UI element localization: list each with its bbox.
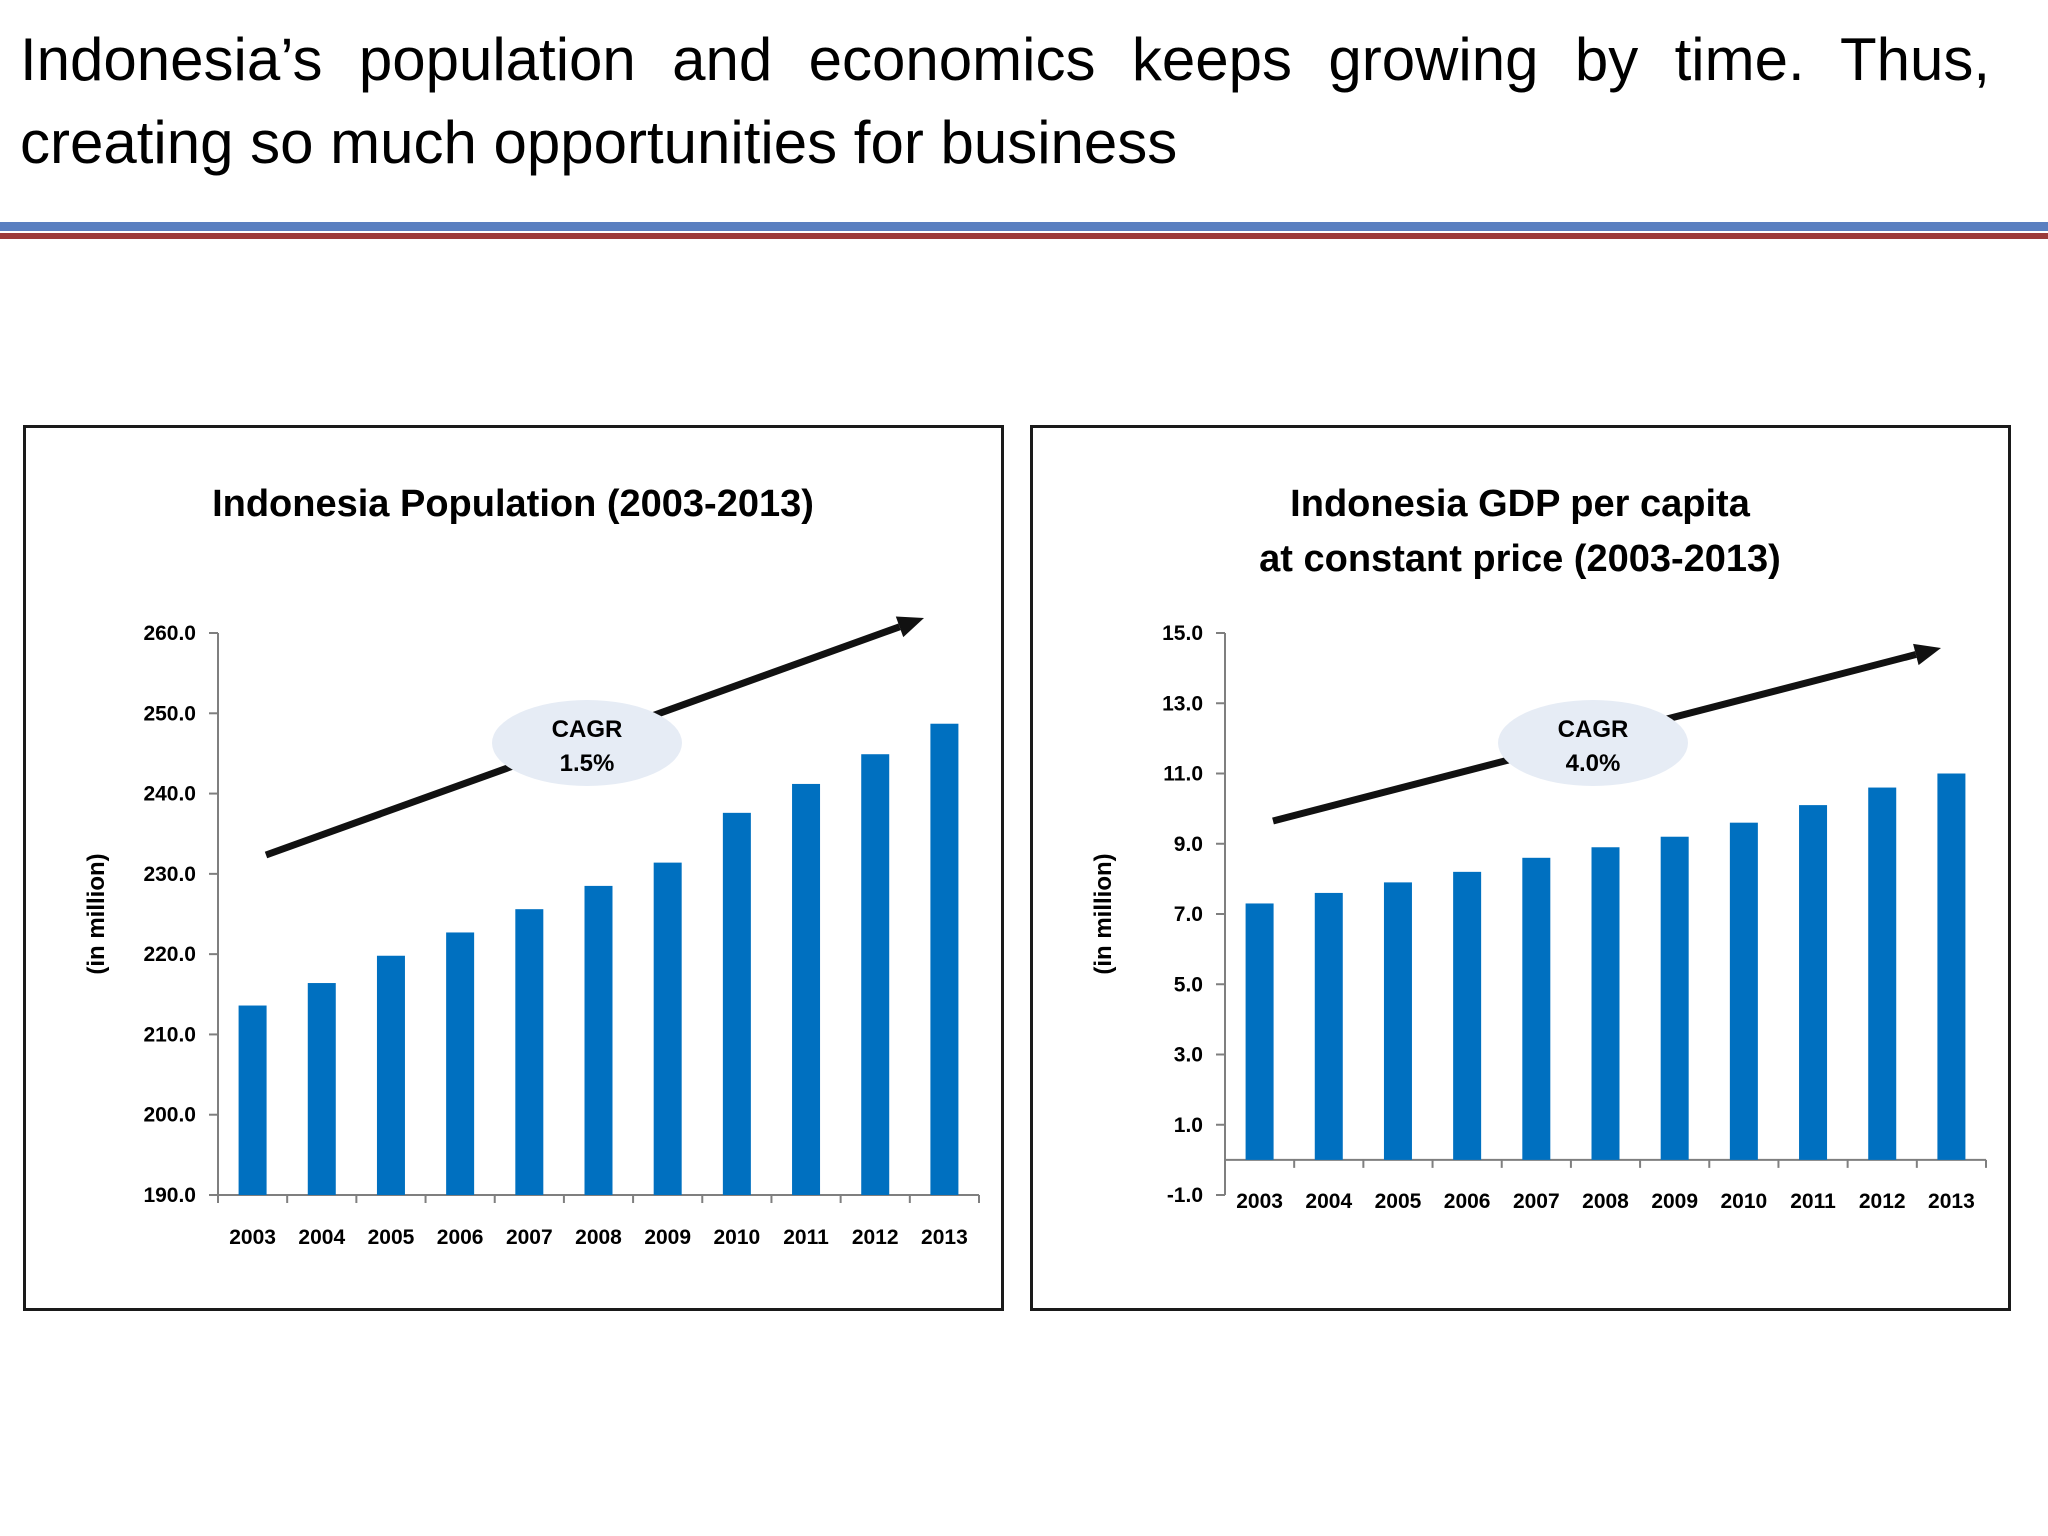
population-x-tick-label: 2012 [852,1226,899,1249]
gdp-bar-2011 [1799,805,1828,1160]
gdp-bar-2008 [1591,847,1620,1160]
population-cagr-bubble [492,700,682,786]
gdp-bar-2010 [1729,822,1758,1160]
population-y-tick-label: 260.0 [143,622,196,645]
gdp-chart-title-line-2: at constant price (2003-2013) [1259,538,1781,580]
population-cagr-label: CAGR [552,716,623,743]
population-y-tick-label: 200.0 [143,1104,196,1127]
population-bar-2005 [376,955,405,1195]
gdp-y-tick-label: 7.0 [1174,903,1203,926]
population-bar-2011 [792,783,821,1195]
gdp-y-tick-label: 3.0 [1174,1044,1203,1067]
population-y-tick-label: 190.0 [143,1184,196,1207]
population-bar-2008 [584,885,613,1195]
gdp-x-tick-label: 2011 [1790,1190,1836,1213]
gdp-x-tick-label: 2003 [1236,1190,1283,1213]
gdp-y-tick-label: 5.0 [1174,973,1203,996]
population-x-tick-label: 2010 [714,1226,761,1249]
gdp-y-axis-title: (in million) [1090,853,1117,974]
gdp-x-tick-label: 2006 [1444,1190,1491,1213]
population-chart-title: Indonesia Population (2003-2013) [212,483,814,525]
population-x-tick-label: 2007 [506,1226,553,1249]
gdp-bar-2006 [1453,871,1482,1160]
gdp-x-tick-label: 2010 [1721,1190,1768,1213]
header-rule-blue [0,222,2048,231]
population-bar-2003 [238,1005,267,1195]
gdp-x-tick-label: 2008 [1582,1190,1629,1213]
population-x-tick-label: 2008 [575,1226,622,1249]
population-trend-arrow-head [895,616,924,638]
header-rule-red [0,233,2048,239]
population-y-tick-label: 210.0 [143,1023,196,1046]
population-x-tick-label: 2005 [368,1226,415,1249]
population-y-tick-label: 220.0 [143,943,196,966]
gdp-cagr-label: CAGR [1558,716,1629,743]
gdp-x-tick-label: 2013 [1928,1190,1975,1213]
gdp-bar-2012 [1868,787,1897,1160]
population-y-tick-label: 240.0 [143,783,196,806]
gdp-trend-arrow-head [1913,643,1941,666]
gdp-y-tick-label: 15.0 [1162,622,1203,645]
slide-headline: Indonesia’s population and economics kee… [20,26,1990,176]
population-cagr-value: 1.5% [560,750,615,777]
gdp-bar-2004 [1314,892,1343,1160]
population-chart-panel: Indonesia Population (2003-2013) 190.0 200… [23,425,1004,1311]
population-bar-2009 [653,862,682,1195]
gdp-bar-2003 [1245,903,1274,1160]
gdp-bar-2009 [1660,836,1689,1160]
gdp-y-tick-label: 9.0 [1174,833,1203,856]
population-y-axis-title: (in million) [83,853,110,974]
gdp-y-tick-label: 11.0 [1163,763,1203,786]
gdp-x-tick-label: 2007 [1513,1190,1560,1213]
population-x-tick-label: 2011 [783,1226,829,1249]
gdp-x-tick-label: 2005 [1375,1190,1422,1213]
gdp-x-tick-label: 2004 [1305,1190,1352,1213]
population-x-tick-label: 2013 [921,1226,968,1249]
population-x-tick-label: 2009 [644,1226,691,1249]
population-y-tick-label: 230.0 [143,863,196,886]
gdp-chart: Indonesia GDP per capita at constant pric… [1090,483,1987,1213]
population-chart: Indonesia Population (2003-2013) 190.0 200… [83,483,980,1249]
population-bar-2006 [446,932,475,1195]
gdp-y-tick-label: -1.0 [1167,1184,1203,1207]
gdp-bar-2007 [1522,857,1551,1160]
population-bar-2012 [861,754,890,1195]
gdp-cagr-bubble [1498,700,1688,786]
gdp-x-tick-label: 2012 [1859,1190,1906,1213]
population-x-tick-label: 2004 [298,1226,345,1249]
population-bar-2010 [722,812,751,1195]
gdp-cagr-value: 4.0% [1566,750,1621,777]
population-x-tick-label: 2006 [437,1226,484,1249]
population-y-tick-label: 250.0 [143,702,196,725]
gdp-chart-panel: Indonesia GDP per capita at constant pric… [1030,425,2011,1311]
gdp-bar-2005 [1383,882,1412,1160]
gdp-y-tick-label: 13.0 [1162,692,1203,715]
gdp-chart-title: Indonesia GDP per capita [1290,483,1751,525]
population-x-tick-label: 2003 [229,1226,276,1249]
population-bar-2004 [307,983,336,1195]
gdp-y-tick-label: 1.0 [1174,1114,1203,1137]
gdp-x-tick-label: 2009 [1651,1190,1698,1213]
population-bar-2013 [930,723,959,1195]
population-bar-2007 [515,909,544,1195]
gdp-bar-2013 [1937,773,1966,1160]
